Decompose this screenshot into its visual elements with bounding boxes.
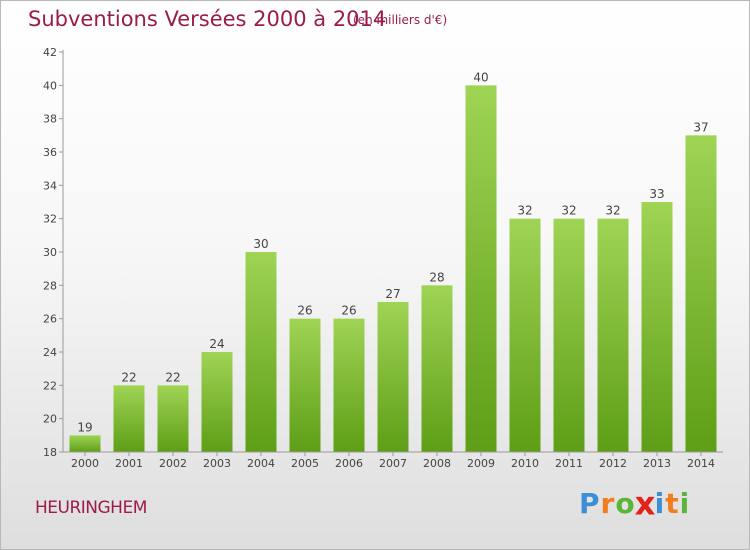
x-tick-label-2002: 2002	[159, 457, 187, 470]
x-tick-label-2003: 2003	[203, 457, 231, 470]
x-tick-label-2001: 2001	[115, 457, 143, 470]
y-tick-label: 32	[43, 213, 57, 226]
x-tick-label-2012: 2012	[599, 457, 627, 470]
bar-2009	[465, 85, 497, 452]
data-label-2012: 32	[605, 204, 620, 218]
data-label-2003: 24	[209, 337, 224, 351]
data-label-2013: 33	[649, 187, 664, 201]
x-tick-label-2009: 2009	[467, 457, 495, 470]
logo-letter: r	[600, 487, 616, 520]
data-label-2002: 22	[165, 370, 180, 384]
bar-2004	[245, 252, 277, 452]
data-label-2010: 32	[517, 204, 532, 218]
chart-title: Subventions Versées 2000 à 2014	[28, 7, 387, 31]
proxiti-logo: Proxiti	[579, 484, 691, 523]
y-axis: 18 20 22 24 26 28 30 32 34 36 38 40 42	[43, 46, 64, 459]
data-label-2005: 26	[297, 304, 312, 318]
data-label-2008: 28	[429, 270, 444, 284]
y-tick-label: 24	[43, 346, 57, 359]
x-tick-label-2006: 2006	[335, 457, 363, 470]
x-tick-label-2004: 2004	[247, 457, 275, 470]
bar-2011	[553, 218, 585, 452]
x-tick-label-2008: 2008	[423, 457, 451, 470]
bar-2005	[289, 318, 321, 452]
x-tick-label-2010: 2010	[511, 457, 539, 470]
y-tick-label: 18	[43, 446, 57, 459]
x-tick-label-2007: 2007	[379, 457, 407, 470]
bar-2002	[157, 385, 189, 452]
chart-subtitle: (en milliers d'€)	[353, 13, 448, 27]
x-tick-label-2005: 2005	[291, 457, 319, 470]
bar-2007	[377, 302, 409, 452]
y-tick-label: 36	[43, 146, 57, 159]
x-tick-label-2011: 2011	[555, 457, 583, 470]
data-label-2000: 19	[77, 420, 92, 434]
data-label-2004: 30	[253, 237, 268, 251]
bar-2006	[333, 318, 365, 452]
bar-2001	[113, 385, 145, 452]
y-tick-label: 30	[43, 246, 57, 259]
y-tick-label: 28	[43, 279, 57, 292]
x-axis: 2000 2001 2002 2003 2004 2005 2006 2007 2008 2009…	[63, 451, 723, 470]
data-label-2007: 27	[385, 287, 400, 301]
logo-letter: P	[579, 487, 601, 520]
data-label-2006: 26	[341, 304, 356, 318]
data-label-2009: 40	[473, 70, 488, 84]
data-label-2011: 32	[561, 204, 576, 218]
data-label-2001: 22	[121, 370, 136, 384]
bar-2008	[421, 285, 453, 452]
y-tick-label: 20	[43, 413, 57, 426]
bar-2000	[69, 435, 101, 452]
data-label-2014: 37	[693, 120, 708, 134]
y-tick-label: 26	[43, 313, 57, 326]
y-tick-label: 34	[43, 179, 57, 192]
y-tick-label: 22	[43, 379, 57, 392]
y-tick-label: 40	[43, 79, 57, 92]
y-tick-label: 42	[43, 46, 57, 59]
y-tick-label: 38	[43, 113, 57, 126]
x-tick-label-2000: 2000	[71, 457, 99, 470]
logo-letter: i	[679, 487, 691, 520]
x-tick-label-2014: 2014	[687, 457, 715, 470]
commune-name: HEURINGHEM	[35, 498, 147, 518]
bar-2003	[201, 352, 233, 452]
logo-letter: i	[654, 487, 666, 520]
bar-2013	[641, 202, 673, 452]
logo-letter: o	[615, 487, 636, 520]
logo-letter: t	[665, 487, 680, 520]
bar-2014	[685, 135, 717, 453]
bar-2010	[509, 218, 541, 452]
x-tick-label-2013: 2013	[643, 457, 671, 470]
bar-2012	[597, 218, 629, 452]
logo-letter: x	[634, 484, 657, 523]
bars: 19 22 22 24 30 26 26 27 28 40 32 32 32 33 37	[69, 70, 717, 453]
